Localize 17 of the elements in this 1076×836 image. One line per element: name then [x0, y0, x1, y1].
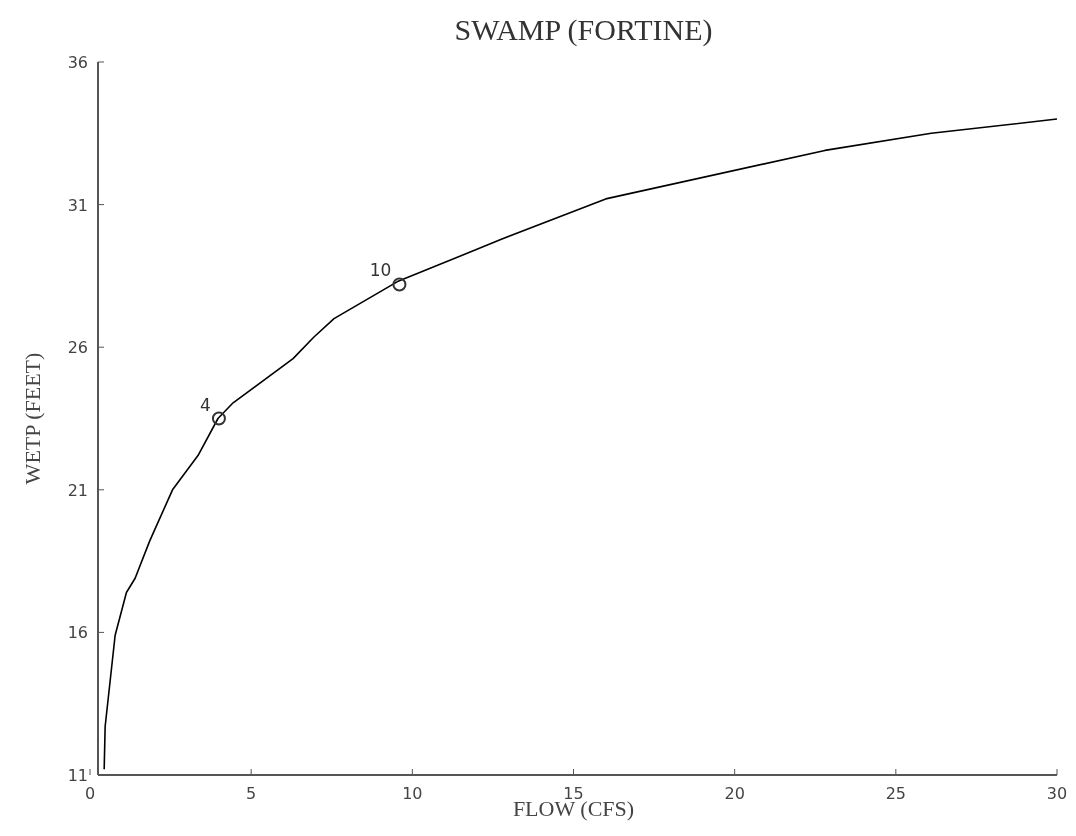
y-tick-label: 16 [67, 623, 88, 643]
x-tick-label: 0 [84, 784, 96, 803]
y-tick-label: 11 [67, 766, 88, 785]
x-tick-label: 30 [1046, 784, 1068, 803]
x-tick-label: 25 [885, 784, 907, 803]
y-tick-label: 21 [67, 480, 88, 500]
x-tick-label: 10 [402, 784, 423, 803]
line-series [103, 118, 1058, 771]
x-tick-label: 5 [246, 784, 257, 803]
chart-title: SWAMP (FORTINE) [454, 13, 713, 47]
y-tick-label: 31 [67, 195, 88, 215]
annotation: 4 [200, 394, 211, 415]
y-tick-label: 36 [67, 53, 88, 72]
x-tick-label: 20 [724, 784, 745, 803]
annotation: 10 [369, 260, 392, 281]
y-tick-label: 26 [67, 338, 88, 358]
y-axis-title: WETP (FEET) [20, 352, 45, 485]
